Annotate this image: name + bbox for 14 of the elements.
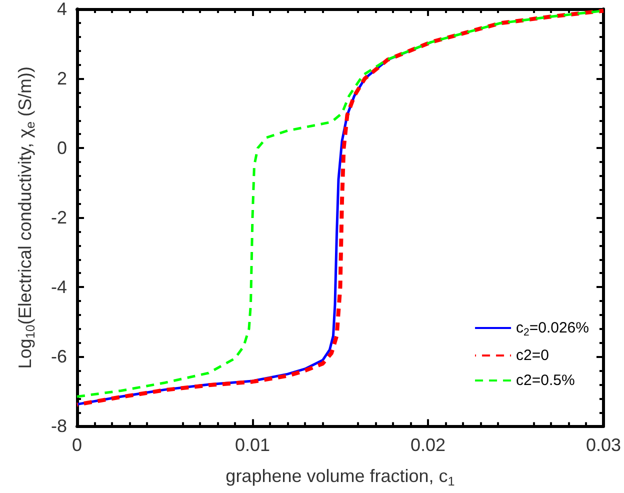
y-tick-label: -6 bbox=[50, 346, 67, 367]
legend-label: c2=0.5% bbox=[516, 372, 575, 389]
y-axis-title: Log10(Electrical conductivity, χe (S/m)) bbox=[15, 66, 38, 369]
y-tick-label: 2 bbox=[56, 68, 67, 89]
x-tick-label: 0 bbox=[72, 435, 82, 456]
y-tick-label: -8 bbox=[50, 416, 67, 436]
y-tick-label: -2 bbox=[50, 208, 67, 228]
x-tick-label: 0.01 bbox=[234, 435, 270, 456]
x-tick-label: 0.03 bbox=[586, 435, 622, 456]
y-tick-label: 0 bbox=[56, 138, 67, 158]
y-tick-label: 4 bbox=[56, 0, 67, 19]
y-tick-label: -4 bbox=[50, 277, 67, 298]
x-tick-label: 0.02 bbox=[410, 435, 446, 456]
legend-label: c2=0 bbox=[516, 347, 549, 364]
